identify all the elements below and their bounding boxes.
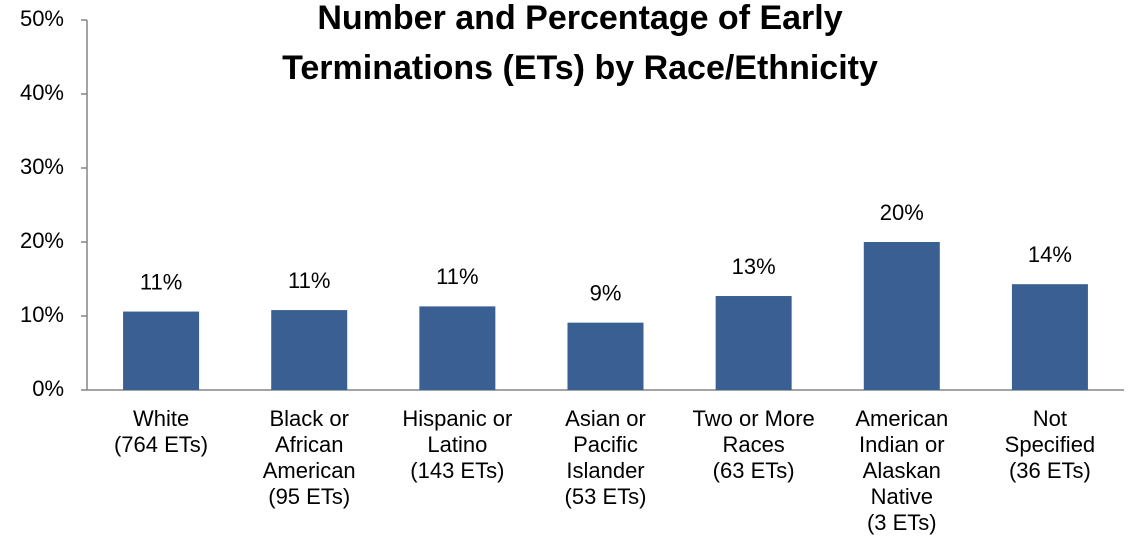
chart-title: Number and Percentage of Early [317,0,842,37]
y-tick-label: 0% [32,376,64,401]
bar [271,310,348,390]
y-tick-label: 30% [20,154,64,179]
x-tick-label: Asian or [565,406,646,431]
data-label: 14% [1028,242,1072,267]
x-tick-label: Hispanic or [402,406,512,431]
x-tick-label: Islander [566,458,644,483]
bar [123,311,200,390]
x-tick-label: Pacific [573,432,638,457]
bar [715,296,792,390]
data-label: 11% [436,264,478,289]
x-tick-label: (36 ETs) [1009,458,1091,483]
y-tick-label: 10% [20,302,64,327]
y-tick-label: 40% [20,80,64,105]
data-label: 13% [732,254,776,279]
data-label: 20% [880,200,924,225]
x-tick-label: Latino [427,432,487,457]
x-tick-label: (764 ETs) [114,432,208,457]
x-tick-label: (53 ETs) [565,484,647,509]
bar [567,322,644,390]
bar [863,242,940,390]
x-tick-label: White [133,406,189,431]
x-tick-label: Native [871,484,933,509]
x-tick-label: Indian or [859,432,945,457]
x-tick-label: (63 ETs) [713,458,795,483]
x-tick-label: (95 ETs) [268,484,350,509]
x-tick-label: African [275,432,343,457]
x-tick-label: Two or More [693,406,815,431]
y-tick-label: 50% [20,6,64,31]
bar [1011,284,1088,390]
x-tick-label: Not [1033,406,1067,431]
data-label: 11% [288,268,330,293]
data-label: 9% [590,280,622,305]
x-tick-label: Alaskan [863,458,941,483]
x-tick-label: American [855,406,948,431]
x-tick-label: Black or [269,406,348,431]
bar [419,306,496,390]
x-tick-label: American [263,458,356,483]
x-tick-label: (3 ETs) [867,510,937,535]
x-tick-label: Specified [1005,432,1096,457]
chart-title: Terminations (ETs) by Race/Ethnicity [282,49,878,87]
data-label: 11% [140,269,182,294]
y-tick-label: 20% [20,228,64,253]
x-tick-label: Races [722,432,784,457]
x-tick-label: (143 ETs) [410,458,504,483]
